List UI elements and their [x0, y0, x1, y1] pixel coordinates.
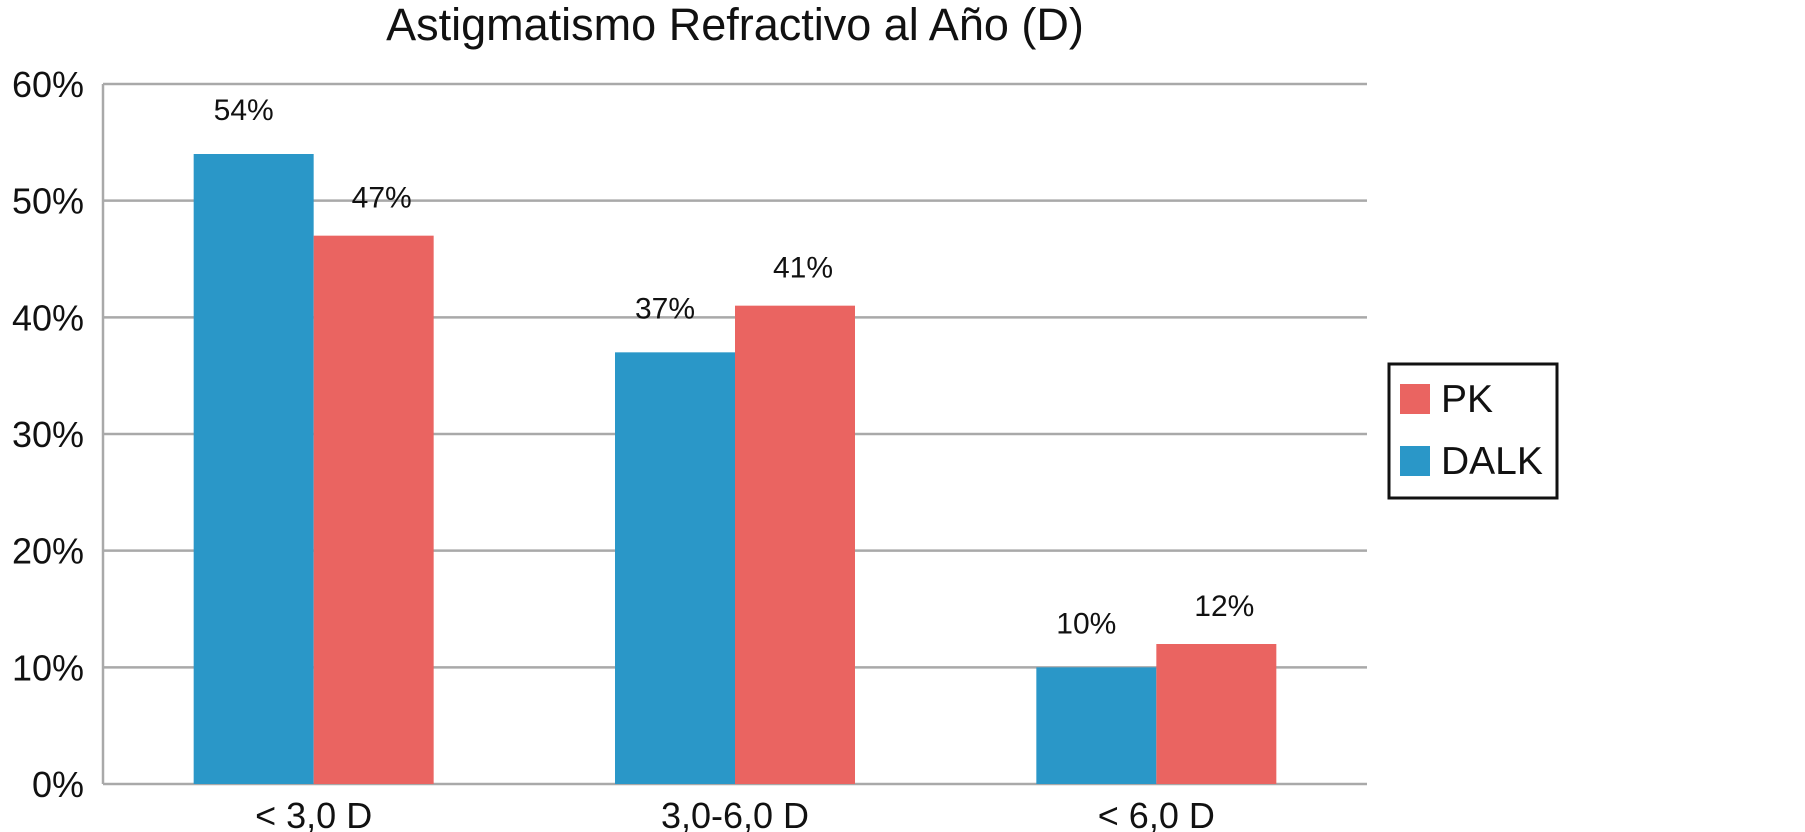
- data-labels: 54% 47% 37% 41% 10% 12%: [214, 94, 1255, 640]
- bar-pk: [735, 305, 855, 784]
- data-label: 54%: [214, 94, 274, 127]
- data-label: 12%: [1194, 590, 1254, 623]
- legend-swatch-pk: [1400, 384, 1430, 414]
- x-category-label: < 3,0 D: [255, 795, 372, 832]
- bar-dalk: [1036, 667, 1157, 784]
- legend-label-dalk: DALK: [1441, 440, 1543, 483]
- chart-title: Astigmatismo Refractivo al Año (D): [386, 0, 1084, 50]
- bar-dalk: [615, 352, 735, 784]
- bar-dalk: [193, 154, 314, 784]
- y-tick-label: 60%: [12, 64, 84, 105]
- x-category-label: 3,0-6,0 D: [661, 795, 809, 832]
- y-axis-tick-labels: 0% 10% 20% 30% 40% 50% 60%: [12, 64, 84, 805]
- data-label: 37%: [635, 292, 695, 325]
- y-tick-label: 50%: [12, 181, 84, 222]
- data-label: 47%: [352, 182, 412, 215]
- legend-label-pk: PK: [1441, 378, 1493, 421]
- bar-pk: [1156, 644, 1277, 784]
- x-category-label: < 6,0 D: [1098, 795, 1215, 832]
- y-tick-label: 20%: [12, 531, 84, 572]
- bars: [193, 154, 1277, 784]
- legend-swatch-dalk: [1400, 446, 1430, 476]
- bar-pk: [313, 235, 434, 784]
- legend: PK DALK: [1387, 362, 1559, 500]
- y-tick-label: 0%: [32, 764, 84, 805]
- y-tick-label: 30%: [12, 414, 84, 455]
- y-tick-label: 10%: [12, 647, 84, 688]
- legend-items: PK DALK: [1400, 378, 1543, 483]
- data-label: 10%: [1056, 607, 1116, 640]
- y-tick-label: 40%: [12, 297, 84, 338]
- x-axis-category-labels: < 3,0 D 3,0-6,0 D < 6,0 D: [255, 795, 1215, 832]
- data-label: 41%: [773, 252, 833, 285]
